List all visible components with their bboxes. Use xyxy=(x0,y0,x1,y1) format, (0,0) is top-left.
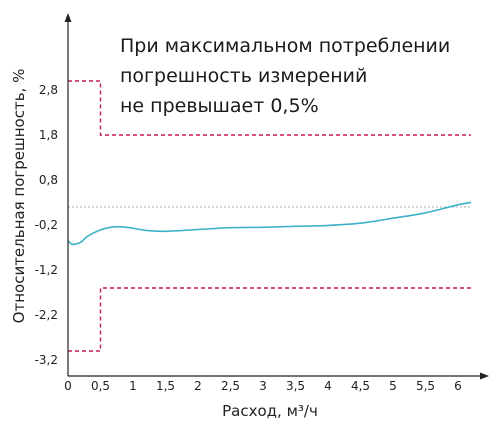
y-tick-label: -2,2 xyxy=(35,308,58,322)
x-axis-title: Расход, м³/ч xyxy=(222,402,318,420)
series-line-0 xyxy=(67,201,472,246)
x-tick-label: 0 xyxy=(64,379,72,393)
x-tick-label: 2,5 xyxy=(221,379,240,393)
x-tick-label: 5,5 xyxy=(416,379,435,393)
axes xyxy=(64,13,489,380)
lower-limit-line xyxy=(68,287,471,352)
y-tick-label: -0,2 xyxy=(35,218,58,232)
x-tick-label: 6 xyxy=(454,379,462,393)
y-tick-label: 0,8 xyxy=(39,173,58,187)
annotation-line-3: не превышает 0,5% xyxy=(120,95,319,117)
y-tick-labels: 2,8 1,8 0,8 -0,2 -1,2 -2,2 -3,2 xyxy=(35,83,58,367)
x-tick-label: 5 xyxy=(389,379,397,393)
annotation-line-1: При максимальном потреблении xyxy=(120,35,450,57)
y-axis-arrow-icon xyxy=(64,13,72,22)
y-tick-label: -1,2 xyxy=(35,263,58,277)
x-axis-arrow-icon xyxy=(480,372,489,380)
x-tick-label: 0,5 xyxy=(91,379,110,393)
x-tick-label: 3 xyxy=(259,379,267,393)
upper-limit-line xyxy=(68,80,471,136)
annotation-text: При максимальном потреблении погрешность… xyxy=(120,35,450,117)
y-tick-label: 2,8 xyxy=(39,83,58,97)
y-tick-label: 1,8 xyxy=(39,128,58,142)
y-axis-title: Относительная погрешность, % xyxy=(10,69,28,324)
x-tick-label: 2 xyxy=(194,379,202,393)
x-tick-label: 1 xyxy=(129,379,137,393)
annotation-line-2: погрешность измерений xyxy=(120,65,367,87)
x-tick-label: 1,5 xyxy=(156,379,175,393)
plot-area xyxy=(67,80,472,352)
x-tick-label: 3,5 xyxy=(286,379,305,393)
x-tick-label: 4 xyxy=(324,379,332,393)
x-tick-labels: 0 0,5 1 1,5 2 2,5 3 3,5 4 4,5 5 5,5 6 xyxy=(64,379,462,393)
y-tick-label: -3,2 xyxy=(35,353,58,367)
x-tick-label: 4,5 xyxy=(351,379,370,393)
